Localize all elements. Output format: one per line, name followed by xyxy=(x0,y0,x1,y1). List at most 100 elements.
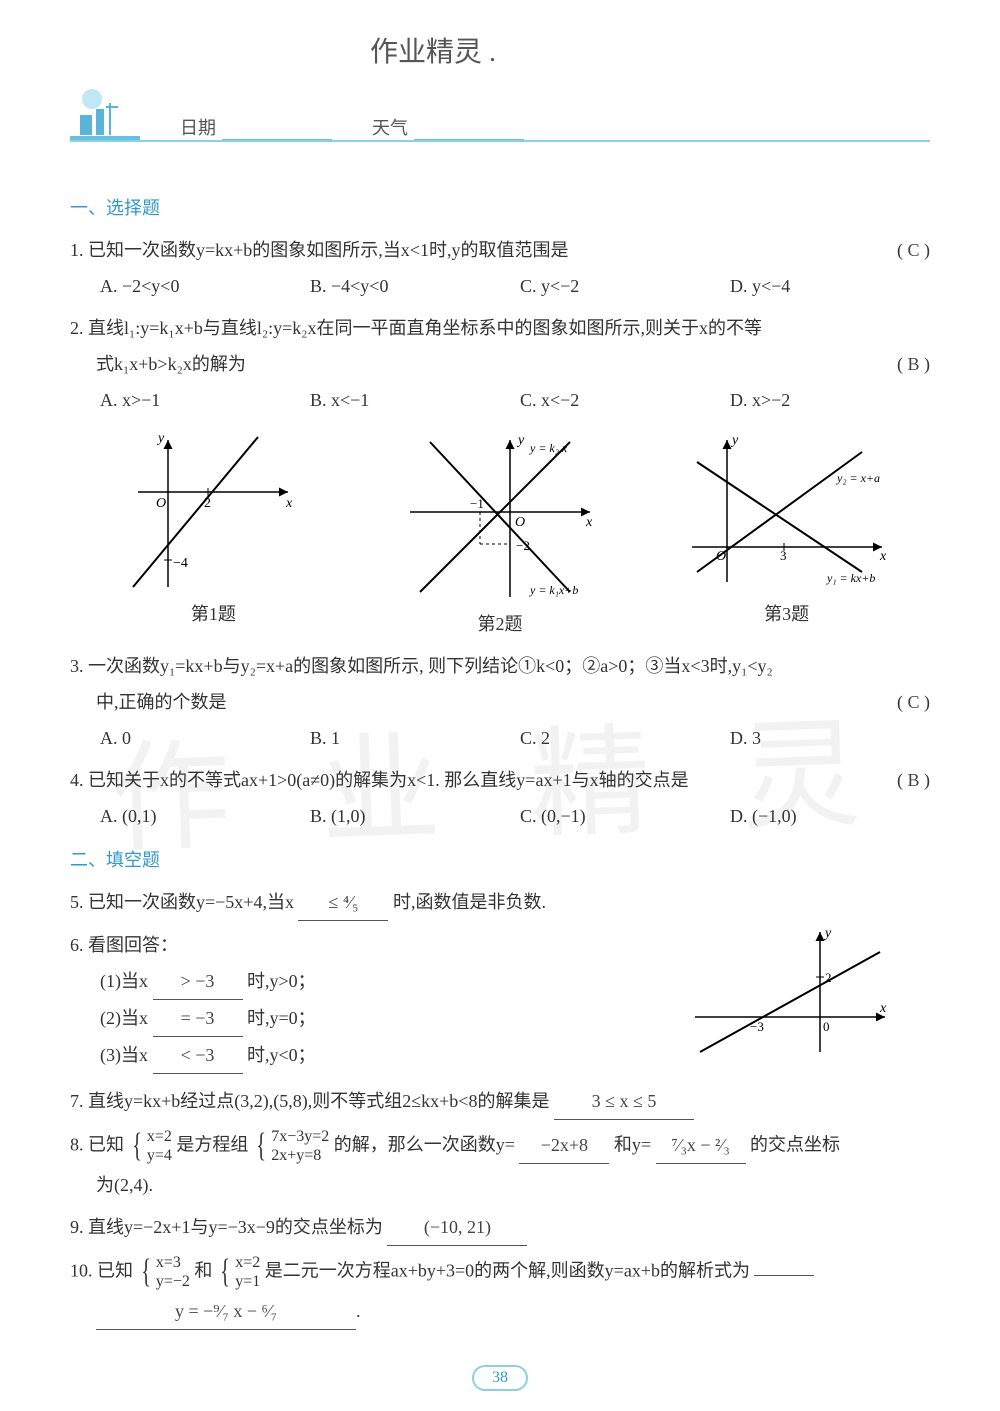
question-2: 2. 直线l₁:y=k₁x+b与直线l₂:y=k₂x在同一平面直角坐标系中的图象… xyxy=(70,310,930,418)
chart-3: y x O 3 y₂ = x+a y₁ = kx+b 第3题 xyxy=(677,432,897,642)
q6-1-blank[interactable]: > −3 xyxy=(153,963,243,1000)
c6-x-label: x xyxy=(879,1001,887,1016)
c6-xtick: −3 xyxy=(750,1019,764,1034)
c6-origin: 0 xyxy=(823,1019,830,1034)
q10-sys1: { x=3y=−2 xyxy=(138,1252,190,1293)
weather-field: 天气 xyxy=(372,114,524,140)
q4-answer-paren: ( B ) xyxy=(897,762,930,798)
date-label: 日期 xyxy=(180,114,216,140)
page-header: 作业精灵 . 日期 天气 xyxy=(70,30,930,130)
c2-origin: O xyxy=(515,515,525,530)
q4-opt-a: A. (0,1) xyxy=(100,798,220,834)
question-1: 1. 已知一次函数y=kx+b的图象如图所示,当x<1时,y的取值范围是 ( C… xyxy=(70,232,930,304)
q8-line2: 为(2,4). xyxy=(70,1167,930,1203)
q1-opt-c: C. y<−2 xyxy=(520,268,640,304)
weather-blank[interactable] xyxy=(414,118,524,140)
question-3: 3. 一次函数y₁=kx+b与y₂=x+a的图象如图所示, 则下列结论①k<0；… xyxy=(70,648,930,756)
q3-opt-a: A. 0 xyxy=(100,720,220,756)
c6-ytick: 2 xyxy=(825,970,832,985)
c1-origin: O xyxy=(156,496,166,511)
q10-pre: 10. 已知 xyxy=(70,1260,133,1280)
date-field: 日期 xyxy=(180,114,332,140)
q2-opt-c: C. x<−2 xyxy=(520,382,640,418)
q8-pre: 8. 已知 xyxy=(70,1135,124,1155)
chart-3-caption: 第3题 xyxy=(677,596,897,632)
c2-x-label: x xyxy=(585,515,593,530)
c3-origin: O xyxy=(716,549,726,564)
content-area: 一、选择题 1. 已知一次函数y=kx+b的图象如图所示,当x<1时,y的取值范… xyxy=(70,190,930,1330)
question-7: 7. 直线y=kx+b经过点(3,2),(5,8),则不等式组2≤kx+b<8的… xyxy=(70,1083,930,1120)
q10-mid2: 是二元一次方程ax+by+3=0的两个解,则函数y=ax+b的解析式为 xyxy=(265,1260,750,1280)
q8-blank1[interactable]: −2x+8 xyxy=(519,1127,609,1164)
c2-l2: y = k₁x+b xyxy=(529,583,578,597)
question-9: 9. 直线y=−2x+1与y=−3x−9的交点坐标为 (−10, 21) xyxy=(70,1209,930,1246)
q2-opt-a: A. x>−1 xyxy=(100,382,220,418)
q3-options: A. 0 B. 1 C. 2 D. 3 xyxy=(100,720,930,756)
q1-answer-paren: ( C ) xyxy=(897,232,930,268)
q3-opt-d: D. 3 xyxy=(730,720,850,756)
q8-sys2: { 7x−3y=22x+y=8 xyxy=(253,1126,329,1167)
q2-line2: 式k₁x+b>k₂x的解为 xyxy=(96,354,246,374)
date-blank[interactable] xyxy=(222,118,332,140)
q4-opt-d: D. (−1,0) xyxy=(730,798,850,834)
q10-blank[interactable]: y = −⁹⁄₇ x − ⁶⁄₇ xyxy=(96,1293,356,1330)
q10-sys2: { x=2y=1 xyxy=(217,1252,260,1293)
q8-mid4: 的交点坐标 xyxy=(750,1135,840,1155)
q2-line1: 2. 直线l₁:y=k₁x+b与直线l₂:y=k₂x在同一平面直角坐标系中的图象… xyxy=(70,310,930,346)
q9-text: 9. 直线y=−2x+1与y=−3x−9的交点坐标为 xyxy=(70,1217,383,1237)
question-6: 6. 看图回答： (1)当x > −3 时,y>0； (2)当x = −3 时,… xyxy=(70,927,930,1077)
c3-l1: y₂ = x+a xyxy=(836,471,880,485)
q4-text: 4. 已知关于x的不等式ax+1>0(a≠0)的解集为x<1. 那么直线y=ax… xyxy=(70,770,689,790)
q6-3-pre: (3)当x xyxy=(100,1045,148,1065)
q4-answer: B xyxy=(907,770,919,790)
q10-blank-top[interactable] xyxy=(754,1275,814,1276)
q8-mid2: 的解，那么一次函数y= xyxy=(334,1135,515,1155)
q3-line2: 中,正确的个数是 xyxy=(96,692,227,712)
c1-ytick: −4 xyxy=(173,556,188,571)
page-number: 38 xyxy=(472,1365,528,1391)
chart-1-caption: 第1题 xyxy=(103,596,323,632)
q1-text: 1. 已知一次函数y=kx+b的图象如图所示,当x<1时,y的取值范围是 xyxy=(70,240,568,260)
c3-xtick: 3 xyxy=(780,548,787,563)
question-5: 5. 已知一次函数y=−5x+4,当x ≤ ⁴⁄₅ 时,函数值是非负数. xyxy=(70,884,930,921)
c2-ytick: −2 xyxy=(516,538,530,553)
q3-answer: C xyxy=(907,692,919,712)
q1-answer: C xyxy=(907,240,919,260)
q5-blank[interactable]: ≤ ⁴⁄₅ xyxy=(298,884,388,921)
section-mc-title: 一、选择题 xyxy=(70,190,930,226)
q8-sys1: { x=2y=4 xyxy=(129,1126,172,1167)
handwritten-title: 作业精灵 . xyxy=(370,30,496,70)
q4-opt-b: B. (1,0) xyxy=(310,798,430,834)
charts-row: y x O 2 −4 第1题 y x O −1 xyxy=(70,432,930,642)
q1-opt-b: B. −4<y<0 xyxy=(310,268,430,304)
q8-blank2[interactable]: ⁷⁄₃x − ²⁄₃ xyxy=(656,1127,746,1164)
q1-options: A. −2<y<0 B. −4<y<0 C. y<−2 D. y<−4 xyxy=(100,268,930,304)
q6-1-pre: (1)当x xyxy=(100,971,148,991)
q6-1-post: 时,y>0； xyxy=(247,971,316,991)
q3-opt-b: B. 1 xyxy=(310,720,430,756)
q6-3-blank[interactable]: < −3 xyxy=(153,1037,243,1074)
q6-2-post: 时,y=0； xyxy=(247,1008,316,1028)
chart-1: y x O 2 −4 第1题 xyxy=(103,432,323,642)
q9-blank[interactable]: (−10, 21) xyxy=(387,1209,527,1246)
q4-options: A. (0,1) B. (1,0) C. (0,−1) D. (−1,0) xyxy=(100,798,930,834)
q3-opt-c: C. 2 xyxy=(520,720,640,756)
question-10: 10. 已知 { x=3y=−2 和 { x=2y=1 是二元一次方程ax+by… xyxy=(70,1252,930,1330)
q7-blank[interactable]: 3 ≤ x ≤ 5 xyxy=(554,1083,694,1120)
q2-opt-d: D. x>−2 xyxy=(730,382,850,418)
header-banner: 日期 天气 xyxy=(70,85,930,140)
q5-pre: 5. 已知一次函数y=−5x+4,当x xyxy=(70,892,294,912)
q7-text: 7. 直线y=kx+b经过点(3,2),(5,8),则不等式组2≤kx+b<8的… xyxy=(70,1091,549,1111)
q10-mid1: 和 xyxy=(194,1260,212,1280)
chart-2-caption: 第2题 xyxy=(390,606,610,642)
q4-opt-c: C. (0,−1) xyxy=(520,798,640,834)
q6-2-blank[interactable]: = −3 xyxy=(153,1000,243,1037)
chart-2: y x O −1 −2 y = k₂ x y = k₁x+b 第2题 xyxy=(390,432,610,642)
c2-l1: y = k₂ x xyxy=(529,441,568,455)
logo-icon xyxy=(70,85,140,140)
q2-options: A. x>−1 B. x<−1 C. x<−2 D. x>−2 xyxy=(100,382,930,418)
q6-3-post: 时,y<0； xyxy=(247,1045,316,1065)
c6-y-label: y xyxy=(823,927,832,941)
q6-graph: y x −3 2 0 xyxy=(690,927,890,1069)
q2-opt-b: B. x<−1 xyxy=(310,382,430,418)
